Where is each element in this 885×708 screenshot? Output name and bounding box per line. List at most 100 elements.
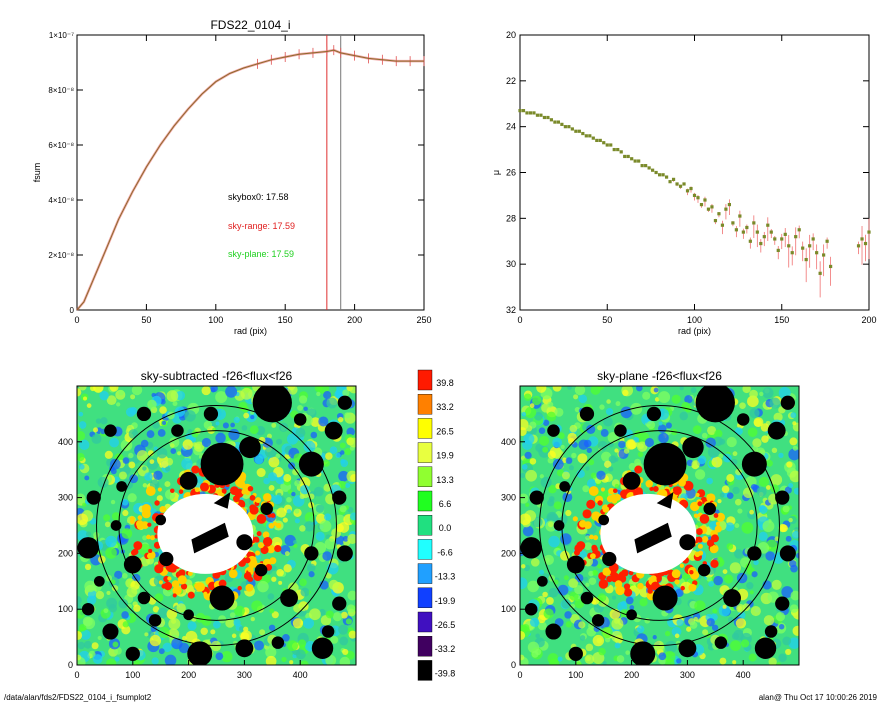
mask-disk — [775, 596, 790, 611]
data-point — [630, 157, 634, 161]
halo-blob — [697, 501, 703, 507]
noise-blob — [315, 531, 325, 541]
noise-blob — [548, 485, 557, 494]
x-tick-label: 200 — [347, 315, 362, 325]
noise-blob — [563, 575, 569, 581]
noise-blob — [303, 617, 315, 629]
mask-disk — [110, 520, 122, 531]
noise-blob — [652, 635, 657, 640]
noise-blob — [521, 411, 527, 417]
noise-blob — [201, 386, 211, 396]
mask-disk — [252, 386, 292, 423]
noise-blob — [569, 424, 578, 433]
halo-blob — [586, 499, 596, 509]
halo-blob — [589, 534, 594, 540]
data-point — [787, 244, 791, 248]
noise-blob — [691, 460, 700, 469]
data-point — [539, 113, 543, 117]
data-point — [766, 223, 770, 227]
noise-blob — [732, 451, 738, 457]
halo-blob — [598, 579, 609, 589]
noise-blob — [159, 406, 167, 414]
noise-blob — [104, 450, 113, 459]
halo-blob — [680, 585, 685, 591]
noise-blob — [557, 656, 563, 662]
halo-blob — [158, 580, 163, 585]
mask-disk — [775, 490, 790, 505]
noise-blob — [109, 386, 119, 392]
noise-blob — [263, 477, 270, 485]
noise-blob — [547, 457, 554, 464]
noise-blob — [788, 482, 794, 489]
noise-blob — [546, 597, 554, 605]
data-point — [644, 164, 648, 168]
data-point — [664, 175, 669, 179]
noise-blob — [706, 576, 712, 582]
noise-blob — [732, 660, 737, 665]
noise-blob — [287, 489, 293, 494]
noise-blob — [84, 580, 96, 593]
noise-blob — [266, 433, 272, 439]
noise-blob — [734, 427, 743, 436]
halo-blob — [249, 495, 256, 501]
noise-blob — [281, 656, 287, 663]
data-point — [658, 173, 662, 177]
data-point — [623, 154, 627, 159]
noise-blob — [153, 446, 158, 451]
halo-blob — [590, 553, 596, 559]
noise-blob — [77, 654, 82, 661]
noise-blob — [579, 635, 586, 641]
noise-blob — [88, 650, 96, 658]
noise-blob — [625, 650, 630, 655]
noise-blob — [201, 615, 212, 626]
y-tick-label: 28 — [506, 213, 516, 223]
noise-blob — [742, 386, 751, 394]
mask-disk — [324, 421, 343, 440]
halo-blob — [693, 513, 699, 518]
noise-blob — [741, 521, 754, 534]
noise-blob — [733, 549, 744, 559]
mask-disk — [86, 490, 101, 505]
halo-blob — [145, 486, 156, 496]
noise-blob — [271, 611, 279, 619]
map-title: sky-plane -f26<flux<f26 — [597, 369, 722, 383]
noise-blob — [340, 611, 348, 619]
noise-blob — [567, 386, 572, 390]
noise-blob — [294, 518, 300, 524]
halo-blob — [233, 495, 240, 503]
noise-blob — [521, 564, 526, 569]
noise-blob — [118, 471, 127, 480]
noise-blob — [614, 483, 620, 489]
halo-blob — [157, 487, 162, 492]
halo-blob — [228, 569, 238, 579]
noise-blob — [524, 406, 537, 419]
noise-blob — [520, 513, 532, 526]
footer-path: /data/alan/fds2/FDS22_0104_i_fsumplot2 — [4, 693, 152, 702]
mask-disk — [102, 623, 119, 640]
noise-blob — [92, 654, 103, 664]
noise-blob — [552, 386, 562, 392]
halo-blob — [254, 538, 260, 543]
noise-blob — [264, 446, 277, 458]
data-point — [595, 138, 599, 143]
noise-blob — [345, 517, 350, 523]
noise-blob — [284, 551, 290, 556]
fsum-curve — [76, 49, 424, 311]
colorbar-swatch — [417, 442, 433, 463]
noise-blob — [739, 402, 746, 410]
halo-blob — [247, 565, 254, 573]
data-point — [815, 251, 819, 255]
noise-blob — [665, 428, 672, 435]
mask-disk — [123, 555, 142, 574]
noise-blob — [182, 439, 194, 450]
noise-blob — [616, 655, 625, 663]
noise-blob — [299, 494, 305, 500]
mask-disk — [321, 625, 335, 638]
noise-blob — [254, 640, 264, 651]
data-point — [591, 136, 595, 140]
colorbar-label: 33.2 — [436, 402, 454, 412]
noise-blob — [308, 501, 315, 509]
noise-blob — [104, 521, 111, 528]
plot-title: FDS22_0104_i — [210, 18, 290, 32]
y-tick-label: 20 — [506, 30, 516, 40]
